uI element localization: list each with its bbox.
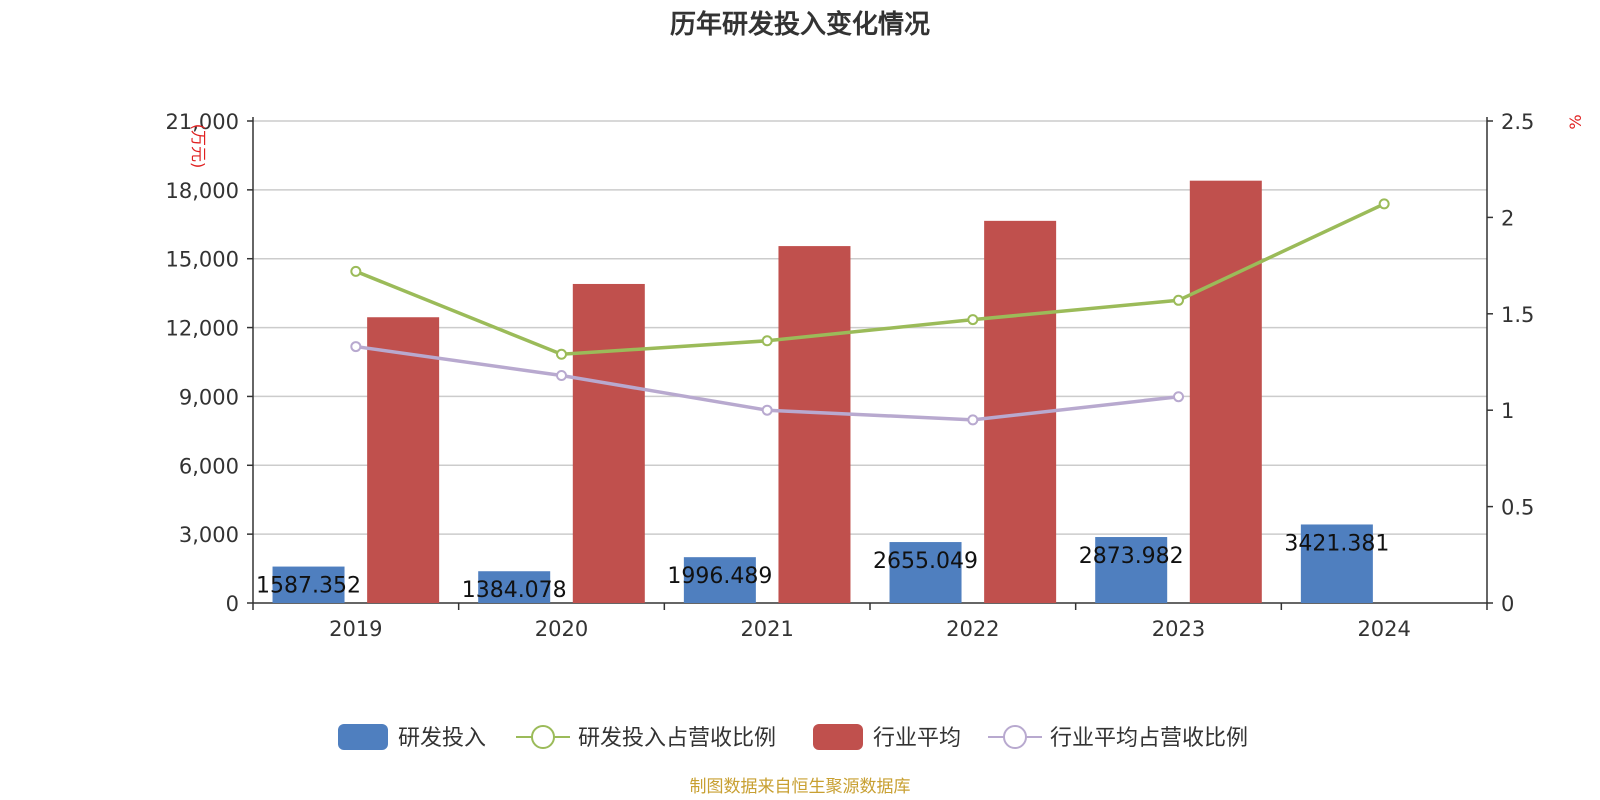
series-point — [556, 369, 567, 381]
bar — [889, 542, 962, 603]
series-point — [1173, 391, 1184, 403]
series-point — [1173, 294, 1184, 306]
left-tick-label: 21,000 — [166, 110, 239, 134]
data-label: 1996.489 — [667, 564, 772, 589]
right-tick-label: 2 — [1501, 206, 1514, 230]
data-labels: 1587.352 1384.078 1996.489 2655.049 2873.982… — [256, 531, 1389, 603]
data-label: 2873.982 — [1079, 544, 1184, 569]
bar — [1300, 524, 1373, 603]
series-point — [761, 335, 773, 347]
series-point — [967, 414, 979, 426]
chart-title: 历年研发投入变化情况 — [670, 9, 930, 40]
bar — [272, 566, 345, 603]
lines — [350, 198, 1390, 426]
left-tick-label: 6,000 — [179, 454, 239, 478]
bar — [478, 571, 551, 603]
right-tick-label: 0 — [1501, 592, 1514, 616]
left-tick-label: 9,000 — [179, 385, 239, 409]
legend-swatch-marker — [1003, 725, 1027, 749]
right-tick-label: 0.5 — [1501, 496, 1534, 520]
axes: 0 3,000 6,000 9,000 12,000 15,000 18,000 21,000… — [166, 110, 1535, 641]
x-tick-label: 2021 — [740, 617, 793, 641]
right-tick-label: 1 — [1501, 399, 1514, 423]
legend-label: 行业平均占营收比例 — [1050, 726, 1248, 751]
bar — [1095, 537, 1168, 603]
bar — [1189, 180, 1262, 603]
right-tick-label: 2.5 — [1501, 110, 1534, 134]
legend-swatch-marker — [531, 725, 555, 749]
bar — [367, 317, 440, 603]
legend-label: 行业平均 — [873, 726, 961, 751]
legend-label: 研发投入 — [398, 726, 486, 751]
left-tick-label: 0 — [226, 592, 239, 616]
left-tick-label: 18,000 — [166, 179, 239, 203]
left-tick-label: 3,000 — [179, 523, 239, 547]
data-label: 2655.049 — [873, 549, 978, 574]
left-tick-label: 15,000 — [166, 248, 239, 272]
x-tick-label: 2024 — [1357, 617, 1410, 641]
x-tick-label: 2022 — [946, 617, 999, 641]
series-point — [350, 265, 362, 277]
data-label: 1384.078 — [462, 578, 567, 603]
legend-swatch — [338, 724, 388, 750]
data-label: 1587.352 — [256, 574, 361, 599]
bar — [778, 246, 851, 604]
series-point — [556, 348, 567, 360]
series-point — [967, 314, 979, 326]
source-note: 制图数据来自恒生聚源数据库 — [690, 777, 911, 797]
legend-label: 研发投入占营收比例 — [578, 726, 776, 751]
series-point — [761, 404, 773, 416]
right-axis-unit: % — [1566, 114, 1585, 129]
right-tick-label: 1.5 — [1501, 303, 1534, 327]
series-line — [355, 202, 1385, 357]
x-tick-label: 2023 — [1152, 617, 1205, 641]
data-label: 3421.381 — [1284, 531, 1389, 556]
grid-lines — [253, 120, 1487, 535]
x-tick-label: 2020 — [535, 617, 588, 641]
bar — [683, 557, 756, 603]
left-axis-unit: (万元) — [189, 124, 208, 169]
x-tick-label: 2019 — [329, 617, 382, 641]
legend-swatch — [813, 724, 863, 750]
bars — [272, 180, 1373, 604]
series-point — [1378, 198, 1390, 210]
bar — [572, 283, 645, 603]
left-tick-label: 12,000 — [166, 317, 239, 341]
series-point — [350, 341, 362, 353]
legend: 研发投入 研发投入占营收比例 行业平均 行业平均占营收比例 — [338, 724, 1248, 751]
